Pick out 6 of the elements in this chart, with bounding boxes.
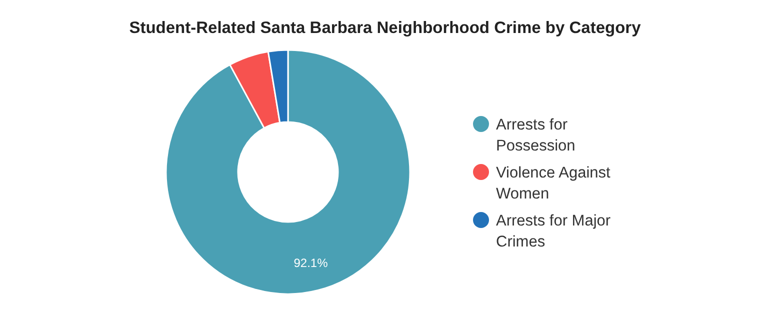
legend-label: Arrests for Major Crimes bbox=[496, 212, 611, 250]
donut-slice bbox=[165, 49, 411, 295]
legend-label: Violence Against Women bbox=[496, 164, 612, 202]
chart-title: Student-Related Santa Barbara Neighborhood Crime by Category bbox=[129, 19, 642, 37]
legend-label: Arrests for Possession bbox=[496, 116, 576, 154]
data-label: 92.1% bbox=[294, 256, 328, 270]
